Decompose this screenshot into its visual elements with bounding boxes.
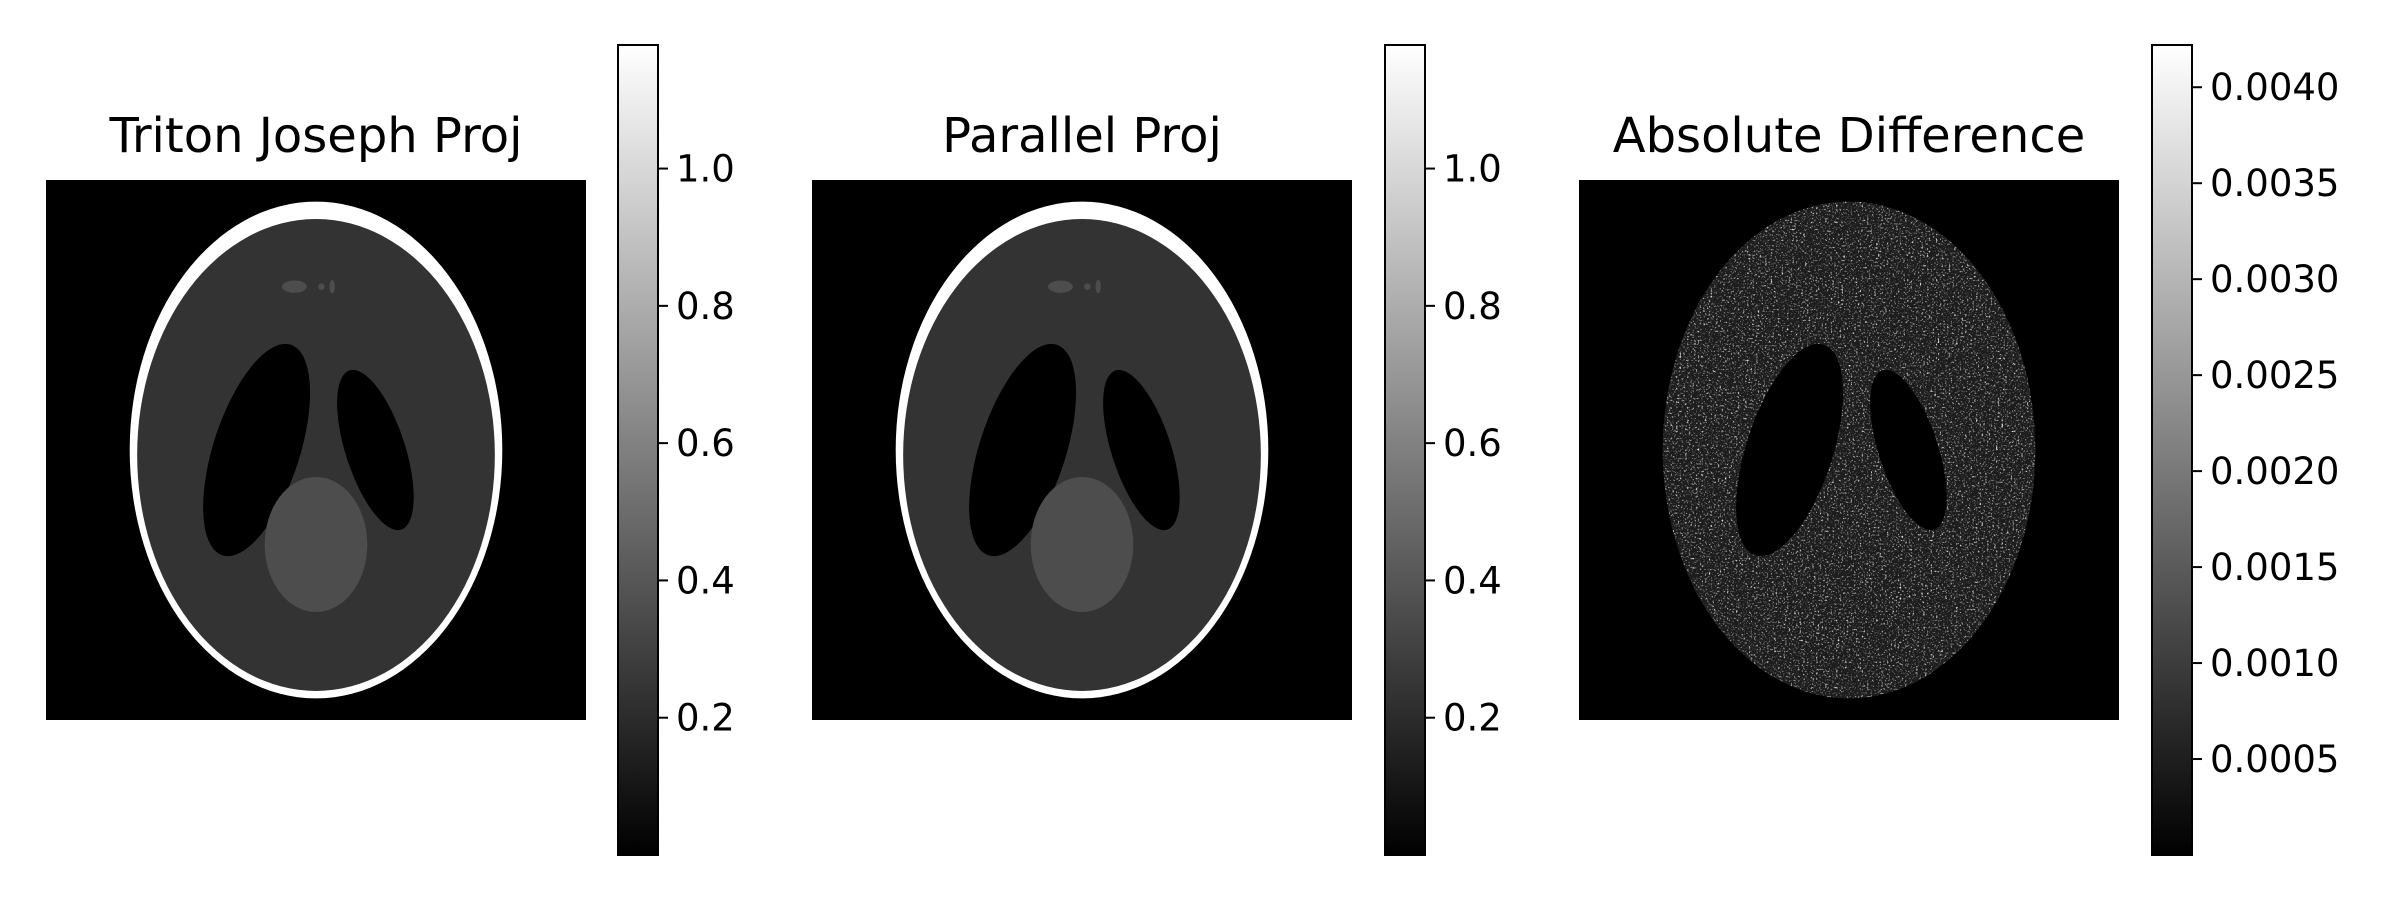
colorbar: 0.0005 0.0010 0.0015 0.0020 0.0025 0.0030 0.00… [2151,44,2339,856]
colorbar-tick-label: 0.0030 [2210,258,2339,301]
colorbar-tick-label: 0.4 [676,559,735,602]
colorbar-tick-label: 0.0025 [2210,354,2339,397]
phantom-center-blob [264,477,368,612]
phantom-small-feature [318,283,325,290]
phantom-small-feature [281,280,307,293]
colorbar-tick-label: 0.8 [1443,285,1502,328]
colorbar-tick-label: 1.0 [676,148,735,191]
colorbar-gradient [2151,44,2193,856]
phantom-small-feature [329,279,335,294]
colorbar-tick-label: 0.2 [676,697,735,740]
colorbar-tick-label: 0.0010 [2210,642,2339,685]
phantom-left-ventricle [203,343,311,557]
phantom-brain [903,218,1261,691]
colorbar-tick-label: 0.8 [676,285,735,328]
phantom-small-feature [1095,279,1101,294]
colorbar-tick-label: 0.4 [1443,559,1502,602]
colorbar-tick-label: 0.0005 [2210,738,2339,781]
colorbar-tick-label: 1.0 [1443,148,1502,191]
phantom-right-ventricle [1103,369,1180,531]
colorbar-tick-label: 0.2 [1443,697,1502,740]
colorbar-tick-label: 0.6 [676,422,735,465]
phantom-brain [137,218,495,691]
panel-title: Parallel Proj [942,108,1222,164]
colorbar: 0.2 0.4 0.6 0.8 1.0 [1384,44,1502,856]
difference-noise [1662,201,2036,699]
panel-2: Parallel Proj 0.2 0.4 0.6 0.8 1.0 [812,44,1502,856]
phantom-right-ventricle [337,369,414,531]
panel-title: Absolute Difference [1613,108,2086,164]
colorbar-tick-label: 0.0015 [2210,546,2339,589]
phantom-small-feature [1084,283,1091,290]
colorbar-tick-label: 0.6 [1443,422,1502,465]
colorbar-tick-label: 0.0040 [2210,66,2339,109]
colorbar-tick-label: 0.0035 [2210,162,2339,205]
colorbar: 0.2 0.4 0.6 0.8 1.0 [617,44,735,856]
panel-3: Absolute Difference0.00050.00100.00150.0… [1579,44,2339,856]
phantom-left-ventricle [969,343,1077,557]
panel-title: Triton Joseph Proj [109,108,523,164]
panel-1: Triton Joseph Proj 0.2 0.4 0.6 0.8 1.0 [46,44,735,856]
colorbar-gradient [1384,44,1426,856]
phantom-small-feature [1047,280,1073,293]
colorbar-tick-label: 0.0020 [2210,450,2339,493]
colorbar-gradient [617,44,659,856]
phantom-center-blob [1030,477,1134,612]
